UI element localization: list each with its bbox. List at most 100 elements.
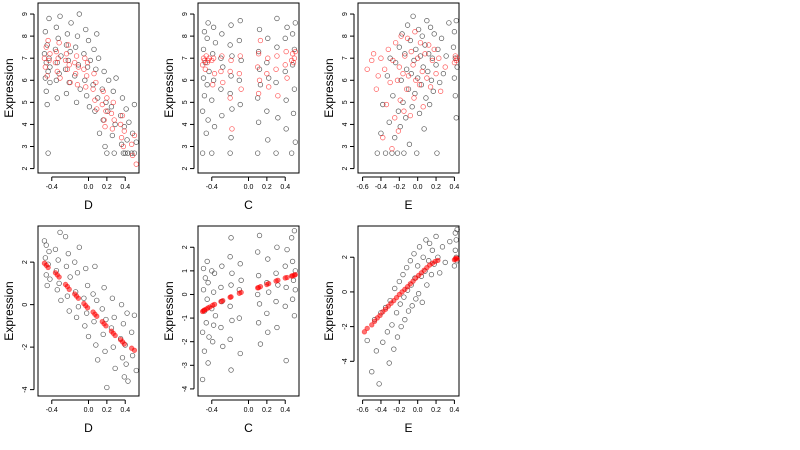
- data-point: [273, 150, 279, 156]
- data-point: [433, 233, 439, 240]
- data-point: [283, 97, 289, 103]
- data-point: [227, 303, 233, 309]
- data-point: [426, 101, 433, 108]
- data-point: [73, 99, 80, 105]
- x-tick-label: -0.4: [375, 407, 387, 414]
- data-point: [73, 53, 80, 59]
- data-point: [203, 130, 209, 136]
- data-point: [227, 90, 233, 97]
- data-point: [229, 270, 235, 276]
- data-point: [92, 263, 98, 270]
- data-point: [133, 367, 139, 374]
- data-point: [282, 62, 288, 68]
- data-point: [430, 88, 436, 94]
- data-point: [119, 355, 126, 361]
- x-axis-title: E: [404, 198, 412, 212]
- data-point: [454, 226, 460, 233]
- data-point: [435, 257, 441, 264]
- data-point: [446, 20, 452, 26]
- data-point: [219, 263, 225, 269]
- data-point: [228, 282, 234, 288]
- data-point: [63, 263, 70, 270]
- data-point: [424, 282, 430, 288]
- data-point: [274, 324, 280, 331]
- data-point: [395, 128, 402, 134]
- data-point: [104, 150, 110, 156]
- data-point: [101, 284, 107, 291]
- data-point: [403, 115, 409, 121]
- data-point: [67, 79, 73, 86]
- data-point: [429, 247, 436, 253]
- data-point: [398, 77, 404, 83]
- data-point: [64, 66, 71, 72]
- data-point: [99, 306, 105, 312]
- data-point: [392, 285, 398, 292]
- data-point: [289, 150, 295, 156]
- plot-frame: [197, 2, 300, 174]
- data-point: [133, 161, 139, 167]
- data-point: [393, 310, 400, 316]
- x-tick-label: 0.0: [84, 407, 94, 414]
- data-point: [83, 265, 89, 272]
- data-point: [131, 101, 138, 108]
- data-point: [228, 73, 234, 79]
- data-point: [45, 37, 51, 44]
- data-point: [275, 277, 281, 283]
- data-point: [122, 150, 128, 156]
- y-axis-title: Expression: [162, 281, 176, 340]
- data-point: [229, 126, 235, 132]
- data-point: [56, 274, 62, 280]
- data-point: [65, 42, 71, 48]
- data-point: [133, 139, 139, 145]
- data-point: [210, 77, 217, 83]
- data-point: [395, 108, 402, 114]
- data-point: [84, 305, 91, 311]
- data-point: [255, 320, 262, 326]
- plot-frame: [37, 2, 140, 174]
- data-point: [386, 360, 392, 366]
- series-1: [364, 226, 460, 387]
- data-point: [64, 31, 71, 37]
- data-point: [364, 325, 370, 332]
- data-point: [402, 53, 408, 59]
- data-point: [94, 106, 100, 112]
- data-point: [74, 82, 81, 88]
- data-point: [452, 93, 458, 99]
- data-point: [54, 95, 60, 101]
- x-tick-label: 0.2: [262, 407, 272, 414]
- data-point: [415, 291, 422, 297]
- data-point: [283, 48, 289, 55]
- data-point: [394, 150, 401, 156]
- data-point: [373, 86, 380, 92]
- data-point: [238, 289, 244, 296]
- data-point: [390, 57, 396, 64]
- data-point: [291, 86, 298, 92]
- data-point: [404, 66, 410, 72]
- data-point: [416, 82, 423, 88]
- data-point: [228, 235, 234, 241]
- data-point: [219, 53, 225, 59]
- x-tick-label: 0.2: [431, 184, 441, 191]
- data-point: [447, 238, 453, 245]
- data-point: [414, 150, 420, 156]
- data-point: [131, 312, 138, 318]
- data-point: [400, 70, 406, 77]
- data-point: [384, 73, 391, 79]
- y-tick-label: 0: [22, 303, 29, 307]
- y-tick-label: 2: [182, 167, 189, 171]
- data-point: [407, 112, 413, 119]
- data-point: [394, 77, 401, 83]
- data-point: [118, 301, 125, 308]
- data-point: [400, 271, 406, 278]
- data-point: [265, 137, 271, 143]
- data-point: [369, 322, 375, 328]
- data-point: [418, 82, 425, 88]
- data-point: [47, 64, 53, 70]
- data-point: [291, 55, 298, 61]
- series-1: [41, 11, 139, 156]
- scatter-panel-5: -0.4 0.0 0.2 0.4 -4 -3 -2 -1 0 1 2 C Expression: [162, 225, 300, 435]
- data-point: [255, 249, 261, 255]
- data-point: [421, 126, 427, 132]
- data-point: [375, 73, 381, 79]
- data-point: [380, 339, 386, 345]
